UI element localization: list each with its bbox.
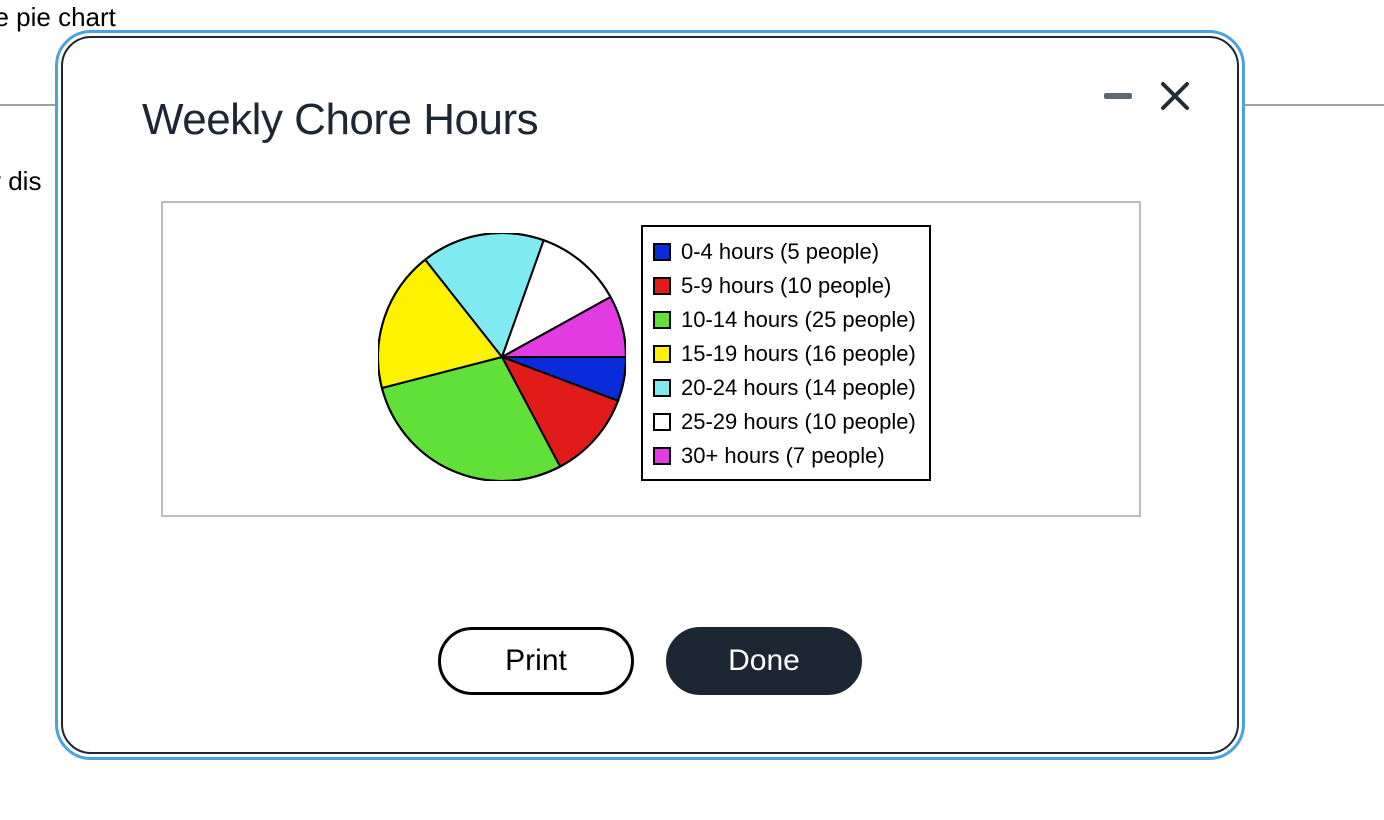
legend-swatch xyxy=(653,413,671,431)
modal-title: Weekly Chore Hours xyxy=(142,95,538,145)
legend-item: 10-14 hours (25 people) xyxy=(653,309,919,331)
legend-swatch xyxy=(653,345,671,363)
window-controls xyxy=(1104,81,1190,111)
legend-swatch xyxy=(653,447,671,465)
close-icon[interactable] xyxy=(1160,81,1190,111)
legend-label: 5-9 hours (10 people) xyxy=(681,275,891,297)
legend-swatch xyxy=(653,311,671,329)
done-button[interactable]: Done xyxy=(666,627,862,695)
legend-item: 20-24 hours (14 people) xyxy=(653,377,919,399)
pie-chart xyxy=(378,233,626,486)
background-text-mid: y dis xyxy=(0,166,41,197)
legend-label: 0-4 hours (5 people) xyxy=(681,241,879,263)
legend-label: 20-24 hours (14 people) xyxy=(681,377,916,399)
modal-dialog: Weekly Chore Hours 0-4 hours (5 people) 5… xyxy=(55,30,1245,760)
chart-card: 0-4 hours (5 people) 5-9 hours (10 people… xyxy=(161,201,1141,517)
legend-item: 25-29 hours (10 people) xyxy=(653,411,919,433)
legend-item: 0-4 hours (5 people) xyxy=(653,241,919,263)
legend-swatch xyxy=(653,277,671,295)
background-text-top: he pie chart xyxy=(0,2,116,33)
print-button[interactable]: Print xyxy=(438,627,634,695)
chart-legend: 0-4 hours (5 people) 5-9 hours (10 people… xyxy=(641,225,931,481)
legend-label: 15-19 hours (16 people) xyxy=(681,343,916,365)
button-row: Print Done xyxy=(58,627,1242,695)
legend-label: 25-29 hours (10 people) xyxy=(681,411,916,433)
legend-swatch xyxy=(653,379,671,397)
legend-label: 30+ hours (7 people) xyxy=(681,445,885,467)
legend-swatch xyxy=(653,243,671,261)
legend-item: 15-19 hours (16 people) xyxy=(653,343,919,365)
minimize-icon[interactable] xyxy=(1104,93,1132,99)
legend-item: 30+ hours (7 people) xyxy=(653,445,919,467)
legend-label: 10-14 hours (25 people) xyxy=(681,309,916,331)
legend-item: 5-9 hours (10 people) xyxy=(653,275,919,297)
